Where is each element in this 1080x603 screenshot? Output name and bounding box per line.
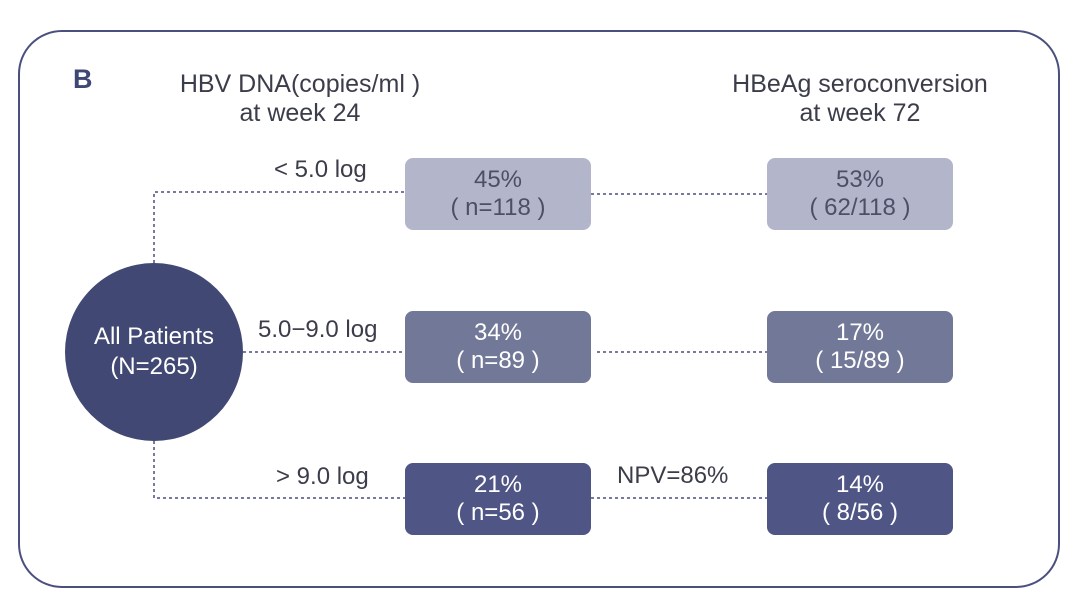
sero-box-high-pct: 14% bbox=[835, 471, 885, 498]
dna-box-low-pct: 45% bbox=[473, 166, 523, 193]
dna-box-high-pct: 21% bbox=[473, 471, 523, 498]
dna-box-low: 45% ( n=118 ) bbox=[405, 158, 591, 230]
dna-box-mid-pct: 34% bbox=[473, 319, 523, 346]
dna-box-low-n: ( n=118 ) bbox=[450, 194, 546, 221]
header-hbv-dna: HBV DNA(copies/ml ) at week 24 bbox=[140, 70, 460, 128]
dna-box-high-n: ( n=56 ) bbox=[456, 499, 540, 526]
npv-label: NPV=86% bbox=[617, 462, 729, 489]
connector-root-to-low bbox=[153, 191, 405, 263]
sero-box-mid-n: ( 15/89 ) bbox=[815, 347, 905, 374]
connector-root-to-high bbox=[153, 441, 405, 499]
all-patients-node: All Patients (N=265) bbox=[65, 263, 243, 441]
branch-label-mid: 5.0−9.0 log bbox=[258, 316, 378, 343]
dna-box-mid: 34% ( n=89 ) bbox=[405, 311, 591, 383]
header-hbv-dna-line1: HBV DNA(copies/ml ) bbox=[179, 70, 421, 98]
dna-box-high: 21% ( n=56 ) bbox=[405, 463, 591, 535]
sero-box-low-pct: 53% bbox=[835, 166, 885, 193]
all-patients-label: All Patients bbox=[93, 323, 215, 350]
branch-label-low: < 5.0 log bbox=[274, 156, 367, 183]
header-hbeag: HBeAg seroconversion at week 72 bbox=[700, 70, 1020, 128]
sero-box-mid: 17% ( 15/89 ) bbox=[767, 311, 953, 383]
header-hbeag-line1: HBeAg seroconversion bbox=[732, 70, 988, 98]
branch-label-high: > 9.0 log bbox=[276, 463, 369, 490]
dna-box-mid-n: ( n=89 ) bbox=[456, 347, 540, 374]
sero-box-low: 53% ( 62/118 ) bbox=[767, 158, 953, 230]
diagram-frame bbox=[18, 30, 1060, 588]
all-patients-count: (N=265) bbox=[110, 353, 198, 380]
sero-box-high: 14% ( 8/56 ) bbox=[767, 463, 953, 535]
sero-box-low-n: ( 62/118 ) bbox=[809, 194, 911, 221]
sero-box-high-n: ( 8/56 ) bbox=[821, 499, 899, 526]
header-hbv-dna-line2: at week 24 bbox=[239, 99, 361, 127]
sero-box-mid-pct: 17% bbox=[835, 319, 885, 346]
header-hbeag-line2: at week 72 bbox=[799, 99, 921, 127]
panel-label: B bbox=[73, 64, 93, 94]
